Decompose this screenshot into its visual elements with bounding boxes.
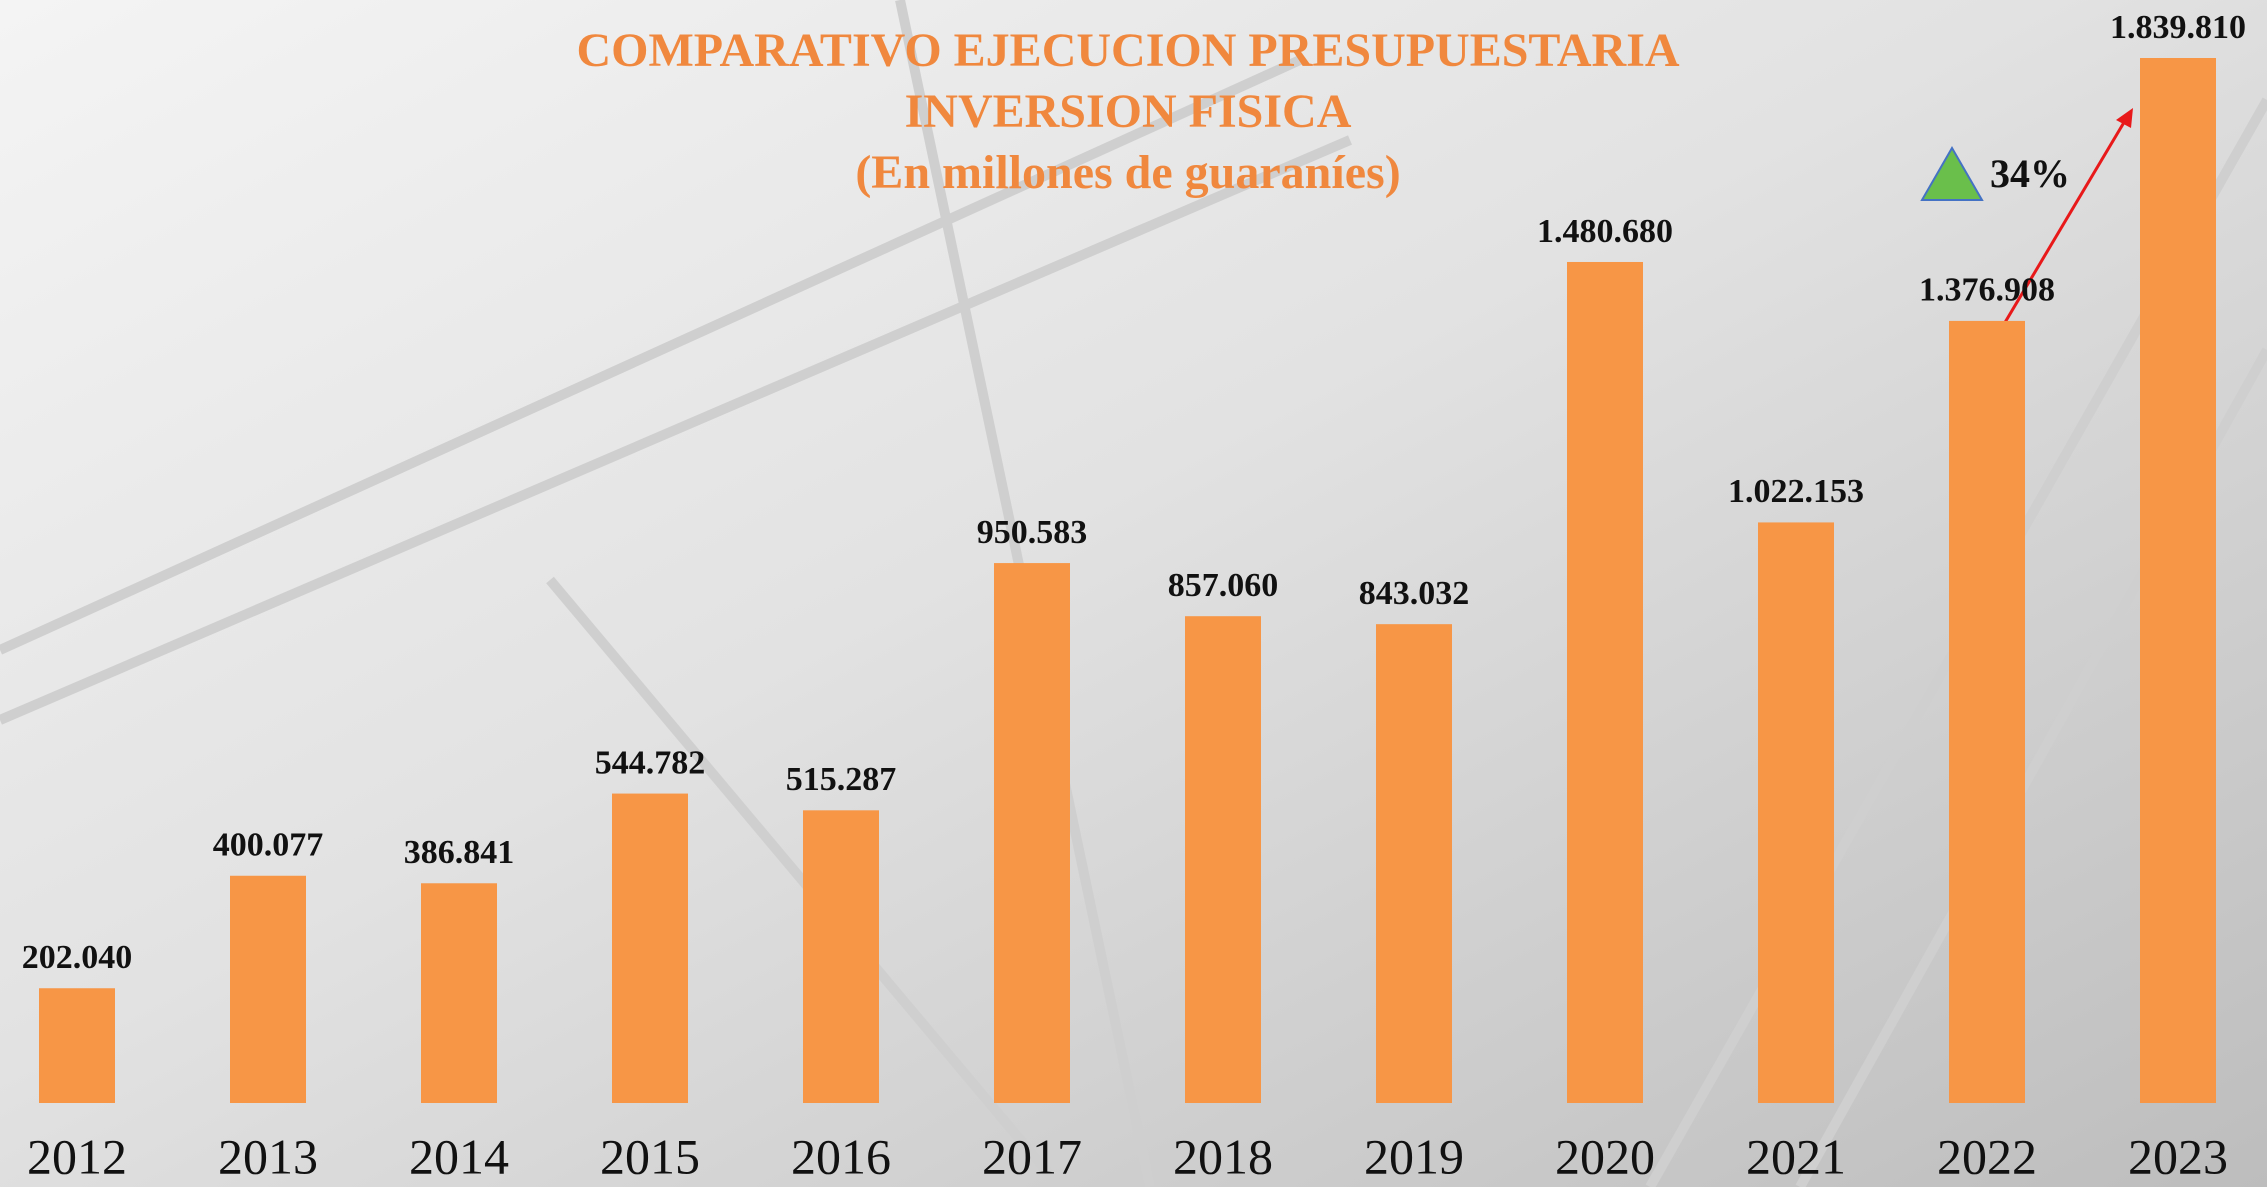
bar — [1567, 262, 1643, 1103]
value-label: 1.480.680 — [1537, 213, 1673, 250]
value-label: 1.376.908 — [1919, 272, 2055, 309]
value-label: 1.839.810 — [2110, 9, 2246, 46]
annotation: 34% — [1990, 151, 2070, 196]
bar — [1185, 616, 1261, 1103]
page: COMPARATIVO EJECUCION PRESUPUESTARIA INVE… — [0, 0, 2267, 1187]
value-label: 857.060 — [1168, 567, 1279, 604]
bar — [1376, 624, 1452, 1103]
x-tick-label: 2021 — [1746, 1128, 1846, 1184]
x-tick-label: 2019 — [1364, 1128, 1464, 1184]
value-label: 1.022.153 — [1728, 473, 1864, 510]
bar — [612, 794, 688, 1103]
value-label: 202.040 — [22, 939, 133, 976]
chart-title: (En millones de guaraníes) — [855, 146, 1400, 199]
chart-title: INVERSION FISICA — [905, 85, 1352, 138]
value-label: 544.782 — [595, 744, 706, 781]
bar — [230, 876, 306, 1103]
bar — [1949, 321, 2025, 1103]
bar — [994, 563, 1070, 1103]
value-label: 950.583 — [977, 514, 1088, 551]
value-label: 400.077 — [213, 827, 324, 864]
bar — [803, 810, 879, 1103]
x-tick-label: 2016 — [791, 1128, 891, 1184]
x-tick-label: 2023 — [2128, 1128, 2228, 1184]
value-label: 843.032 — [1359, 575, 1470, 612]
x-tick-label: 2022 — [1937, 1128, 2037, 1184]
x-tick-label: 2020 — [1555, 1128, 1655, 1184]
x-tick-label: 2018 — [1173, 1128, 1273, 1184]
x-tick-label: 2015 — [600, 1128, 700, 1184]
x-tick-label: 2012 — [27, 1128, 127, 1184]
bar — [1758, 522, 1834, 1103]
x-tick-label: 2013 — [218, 1128, 318, 1184]
bar — [2140, 58, 2216, 1103]
chart: COMPARATIVO EJECUCION PRESUPUESTARIA INVE… — [0, 0, 2267, 1187]
bar — [39, 988, 115, 1103]
x-tick-label: 2014 — [409, 1128, 509, 1184]
value-label: 515.287 — [786, 761, 897, 798]
value-label: 386.841 — [404, 834, 515, 871]
bar — [421, 883, 497, 1103]
chart-title: COMPARATIVO EJECUCION PRESUPUESTARIA — [576, 24, 1679, 77]
x-tick-label: 2017 — [982, 1128, 1082, 1184]
